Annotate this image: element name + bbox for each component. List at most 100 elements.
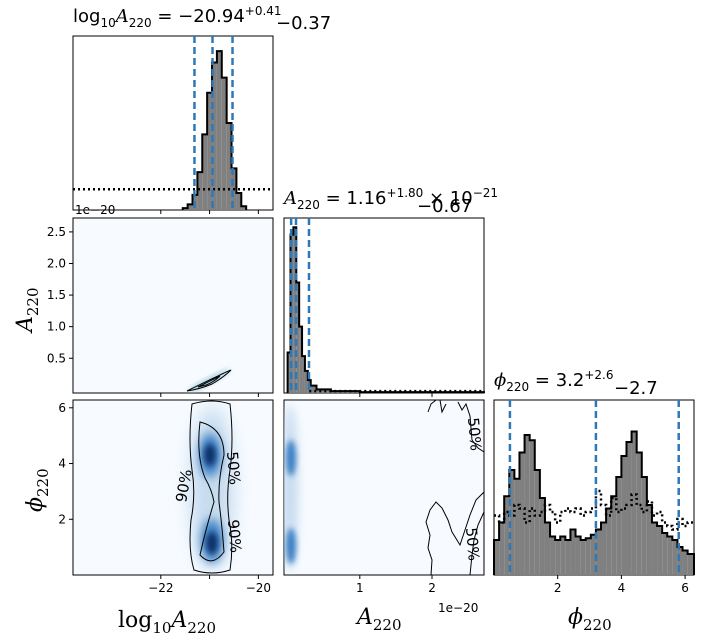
title-phi220-minus: −2.7 [614,378,658,399]
kde-peak-upper [204,444,216,466]
contour-label-50-A-2: 50% [462,527,483,562]
y-tick-phi220-label: 2 [58,512,66,526]
offset-text-top: 1e−20 [75,203,115,217]
title-log10A220-minus: −0.37 [276,13,331,34]
x-tick-A220-label: 2 [428,581,436,595]
hist-log10A220-outline [181,50,248,210]
contour-label-90-left: 90% [172,468,196,504]
hist-phi220-bar [494,540,500,575]
kde-log10A220-A220-panel: 0.5 1.0 1.5 2.0 2.5 [47,217,274,397]
contour-label-90-right: 90% [224,519,245,554]
y-tick-A220-label: 0.5 [47,351,66,365]
hist-phi220-bar [590,534,596,575]
hist-phi220-bar [565,540,571,575]
hist-phi220-bar [570,529,576,575]
hist-phi220-bar [595,529,602,575]
y-ticks-A220: 0.5 1.0 1.5 2.0 2.5 [47,225,259,397]
hist-A220-bar [299,326,303,393]
kde-log10A220-A220-frame [72,217,274,394]
x-tick-A220-label: 1 [356,581,364,595]
hist-log10A220-bar [226,123,232,210]
hist-A220-bar [310,385,317,393]
hist-phi220-bar [641,477,647,575]
x-tick-phi220-label: 4 [618,581,626,595]
hist-A220-bar [304,370,308,393]
x-ticks-log10A220: −22 −20 [148,575,271,595]
hist-phi220-bar [575,536,581,575]
hist-phi220-bar [601,522,607,575]
xlabel-A220: A220 [355,605,402,634]
contour-90-phi [189,400,233,574]
hist-phi220-bar [682,550,688,575]
contour-label-50-A: 50% [464,417,485,452]
x-tick-phi220-label: 2 [554,581,562,595]
hist-phi220-bar [504,496,510,575]
contour-50-phi [198,421,225,562]
hist-log10A220-bar [187,204,193,210]
kde-log10A220-phi220-frame [72,399,274,576]
hist-phi220-bar [544,522,551,575]
x-ticks-phi220: 2 4 6 [554,575,689,595]
hist-A220-bar [316,389,331,393]
hist-log10A220-bar [216,51,222,211]
hist-A220-bar [287,352,291,393]
kde-A220-phi220-frame [283,399,485,576]
hist-phi220-bar [611,496,617,575]
hist-phi220-bar [646,505,652,575]
hist-phi220-bar [524,435,530,575]
hist-log10A220-bar [197,172,203,210]
contour-50-A-lower [469,511,484,575]
hist-phi220-bar [631,431,637,575]
hist-log10A220-panel: 1e−20 [72,35,274,217]
kde-log10A220-phi220-panel: 50% 90% 90% 2 4 6 −22 −20 [58,399,274,595]
y-tick-A220-label: 2.5 [47,225,66,239]
hist-phi220-bar [499,522,505,575]
title-phi220: ϕ220 = 3.2+2.6 [494,368,613,394]
y-tick-phi220-label: 6 [58,401,66,415]
ylabel-phi220: ϕ220 [23,468,52,512]
hist-phi220-bar [657,526,663,575]
hist-log10A220-bar [236,192,242,210]
offset-text-bottom: 1e−20 [438,601,478,615]
xlabel-phi220: ϕ220 [568,605,612,634]
ylabel-A220: A220 [13,287,42,334]
contour-50-A-upper [427,400,484,453]
hist-log10A220-bar [241,206,247,210]
quantiles-log10A220 [160,36,259,214]
hist-phi220-bar [677,547,683,575]
xlabel-log10A220: log10A220 [118,608,216,637]
quantiles-A220 [289,218,433,397]
hist-phi220-bar [555,540,561,575]
hist-A220-frame [283,217,485,394]
hist-log10A220-frame [72,35,274,211]
hist-phi220-bar [651,522,658,575]
hist-log10A220-bar [221,77,227,210]
y-tick-A220-label: 2.0 [47,256,66,270]
hist-log10A220-bar [202,134,208,210]
hist-phi220-bar [509,470,515,575]
hist-A220-bar [290,234,294,393]
y-ticks-phi220: 2 4 6 [58,401,73,526]
kde-peak-lower [206,532,218,554]
contour-90 [186,369,232,392]
hist-phi220-bar [514,478,520,575]
title-A220: A220 = 1.16+1.80 × 10−21 [282,186,498,212]
hist-A220-panel [283,217,485,397]
hist-log10A220-bar [207,92,213,210]
hist-phi220-bar [534,470,540,575]
hist-phi220-bar [585,538,591,575]
x-tick-phi220-label: 6 [681,581,689,595]
kde-mode-upper-A [286,440,296,476]
x-tick-log10A220-label: −20 [246,581,271,595]
hist-phi220-outline [493,430,695,575]
hist-A220-bar [302,356,305,393]
x-tick-log10A220-label: −22 [148,581,173,595]
hist-phi220-bar [539,498,545,575]
hist-log10A220-step [181,50,248,210]
hist-phi220-bar [519,452,525,575]
hist-phi220-bar [687,554,694,575]
hist-log10A220-bar [212,62,217,211]
